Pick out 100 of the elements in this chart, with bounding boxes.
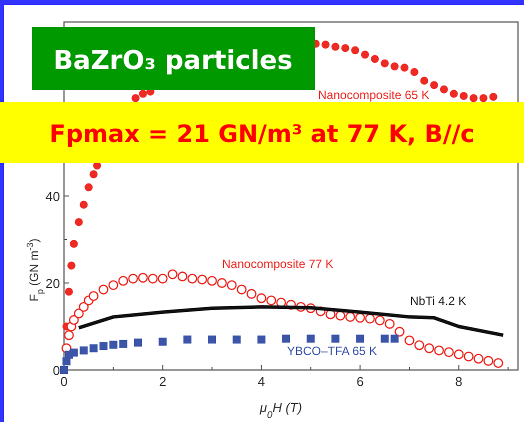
point [380,59,389,68]
point [88,291,99,301]
point [257,336,266,344]
x-axis-title: μ$_{0}$H (T) [258,400,302,420]
point [70,348,78,357]
point [208,336,216,344]
point [70,240,78,248]
point [216,278,227,288]
point [322,40,330,49]
x-tick-label: 8 [455,374,462,389]
point [68,315,79,325]
x-tick-label: 6 [356,374,364,389]
point [306,334,315,343]
point [434,345,444,356]
annotation: Fpmax = 21 GN/m³ at 77 K, B//c [49,120,475,148]
point [99,342,108,350]
y-tick-label: 0 [52,363,60,378]
point [84,183,93,192]
point [119,340,128,348]
point [400,64,408,72]
point [370,54,379,63]
point [390,62,399,70]
point [183,336,192,344]
point [60,366,68,374]
point [424,343,434,354]
x-tick-label: 2 [159,374,166,389]
text-banner: Fpmax = 21 GN/m³ at 77 K, B//c [0,102,524,163]
point [374,315,385,326]
point [177,272,188,282]
point [109,340,118,349]
point [384,318,395,329]
point [474,354,484,364]
point [454,349,464,360]
point [64,330,74,340]
point [246,288,256,299]
point [80,200,88,209]
point [404,335,414,346]
point [128,274,138,284]
point [450,90,458,98]
annotation: BaZrO₃ particles [53,46,293,76]
point [232,336,241,344]
point [197,274,208,284]
point [331,334,340,343]
point [207,276,217,286]
point [351,46,360,54]
series-label: Nanocomposite 65 K [318,88,430,102]
point [138,272,148,283]
point [158,338,167,346]
point [335,310,346,321]
point [256,293,266,304]
point [138,90,147,98]
point [74,218,83,226]
point [440,85,448,94]
point [414,340,424,350]
point [168,269,178,280]
point [483,356,494,366]
point [331,42,340,51]
point [266,295,276,306]
point [90,344,98,352]
point [341,44,350,52]
point [90,170,98,178]
point [489,92,498,101]
point [430,81,438,90]
point [410,68,418,76]
y-tick-label: 40 [46,189,60,204]
point [479,94,488,102]
point [361,50,370,59]
point [493,358,504,368]
series-label: YBCO–TFA 65 K [287,344,378,358]
point [394,326,405,337]
point [158,274,168,284]
point [380,334,389,343]
point [365,314,375,324]
point [355,312,366,323]
point [98,284,108,294]
point [345,312,356,322]
point [464,352,474,362]
text-banner: BaZrO₃ particles [32,27,315,90]
point [187,274,198,284]
point [134,338,142,347]
point [420,76,428,85]
point [80,346,88,354]
point [108,280,118,290]
point [460,92,468,100]
point [226,280,237,290]
point [148,274,158,284]
point [470,94,478,102]
y-tick-label: 20 [46,276,60,291]
point [118,276,128,286]
point [236,284,247,294]
series-label: Nanocomposite 77 K [222,257,334,271]
point [390,334,399,343]
point [78,302,89,312]
point [132,94,140,102]
x-tick-label: 4 [258,374,266,389]
point [282,334,290,343]
point [444,347,454,358]
point [74,308,84,318]
point [356,334,364,343]
point [64,288,73,296]
